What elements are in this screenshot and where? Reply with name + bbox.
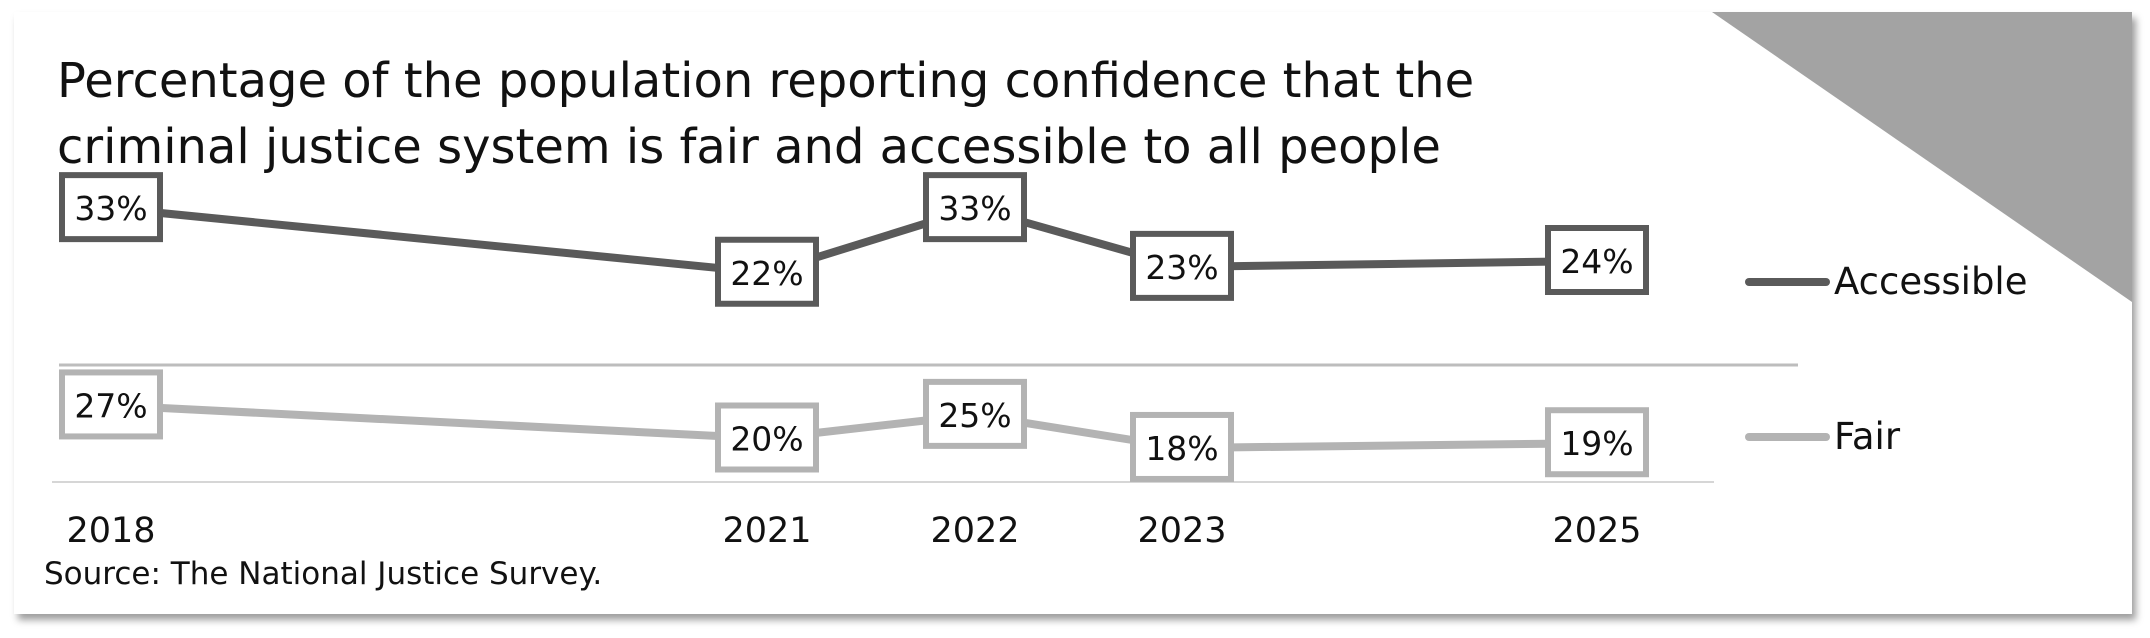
x-tick-label-2021: 2021 bbox=[722, 511, 811, 551]
chart-title: Percentage of the population reporting c… bbox=[57, 53, 1475, 175]
series-line-fair bbox=[110, 401, 1598, 452]
data-point-fair-2021 bbox=[715, 402, 819, 473]
data-label-accessible-2025: 24% bbox=[1560, 242, 1633, 281]
data-label-fair-2023: 18% bbox=[1145, 429, 1218, 468]
data-label-accessible-2021: 22% bbox=[730, 254, 803, 293]
data-point-accessible-2021 bbox=[715, 236, 819, 307]
data-point-fair-2022 bbox=[923, 378, 1027, 449]
data-point-fair-2023 bbox=[1130, 411, 1234, 482]
data-point-accessible-2022 bbox=[923, 172, 1027, 243]
data-label-fair-2021: 20% bbox=[730, 420, 803, 459]
line-chart: 33% 22% 33% 23% 24% Accessible 27% 20% 25% 18% 19%… bbox=[52, 172, 2027, 551]
data-label-accessible-2022: 33% bbox=[938, 189, 1011, 228]
data-label-accessible-2023: 23% bbox=[1145, 248, 1218, 287]
data-label-fair-2025: 19% bbox=[1560, 424, 1633, 463]
data-label-fair-2022: 25% bbox=[938, 396, 1011, 435]
source-note: Source: The National Justice Survey. bbox=[44, 556, 603, 592]
chart-card: Percentage of the population reporting c… bbox=[14, 12, 2132, 614]
legend-label-accessible: Accessible bbox=[1834, 260, 2027, 303]
x-tick-label-2022: 2022 bbox=[930, 511, 1019, 551]
data-label-accessible-2018: 33% bbox=[74, 189, 147, 228]
x-tick-label-2025: 2025 bbox=[1552, 511, 1641, 551]
data-point-fair-2018 bbox=[59, 369, 163, 440]
data-point-accessible-2018 bbox=[59, 172, 163, 243]
data-point-accessible-2025 bbox=[1545, 225, 1649, 295]
data-label-fair-2018: 27% bbox=[74, 386, 147, 425]
series-line-accessible bbox=[110, 204, 1598, 277]
x-tick-label-2018: 2018 bbox=[66, 511, 155, 551]
legend-label-fair: Fair bbox=[1834, 415, 1901, 458]
data-point-fair-2025 bbox=[1545, 407, 1649, 478]
x-tick-label-2023: 2023 bbox=[1137, 511, 1226, 551]
data-point-accessible-2023 bbox=[1130, 230, 1234, 301]
